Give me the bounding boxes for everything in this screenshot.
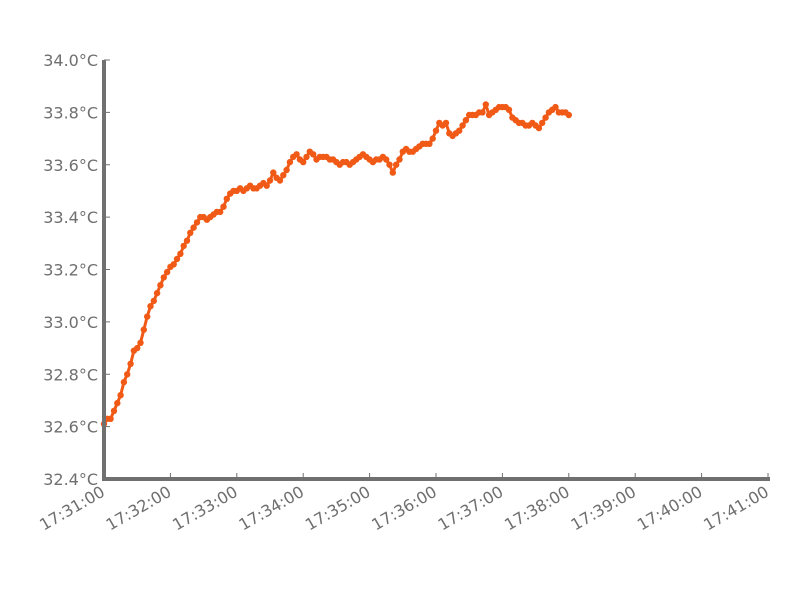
data-point <box>220 203 227 210</box>
data-point <box>163 268 171 276</box>
data-point <box>459 122 466 129</box>
plot-area <box>100 101 572 428</box>
data-point <box>310 151 317 158</box>
y-tick-label: 33.4°C <box>43 208 98 227</box>
data-point <box>150 297 157 305</box>
data-point <box>223 195 230 202</box>
data-point <box>552 103 559 111</box>
data-point <box>180 242 187 250</box>
x-tick-label: 17:34:00 <box>235 482 307 534</box>
y-tick-label: 32.4°C <box>43 470 98 489</box>
data-point <box>190 224 197 231</box>
y-tick-label: 33.8°C <box>43 103 98 122</box>
data-point <box>442 119 450 127</box>
data-point <box>280 172 287 179</box>
x-tick-label: 17:37:00 <box>435 482 507 534</box>
data-point <box>137 339 144 346</box>
data-point <box>482 101 489 108</box>
y-tick-label: 33.6°C <box>43 156 98 175</box>
x-axis-ticks: 17:31:0017:32:0017:33:0017:34:0017:35:00… <box>36 473 772 534</box>
x-tick-label: 17:38:00 <box>501 482 573 534</box>
y-axis-ticks: 32.4°C 32.6°C 32.8°C 33.0°C 33.2°C 33.4°C 33.6… <box>43 51 110 489</box>
y-tick-label: 34.0°C <box>43 51 98 70</box>
x-tick-label: 17:31:00 <box>36 482 108 534</box>
data-point <box>110 407 118 415</box>
data-point <box>303 153 310 161</box>
data-point <box>170 261 177 268</box>
data-point <box>107 415 114 422</box>
data-point <box>140 326 147 333</box>
data-point <box>193 219 201 226</box>
data-point <box>283 166 290 174</box>
data-point <box>127 360 134 367</box>
x-tick-label: 17:39:00 <box>567 482 639 534</box>
data-point <box>263 182 270 189</box>
data-point <box>535 124 543 132</box>
y-tick-label: 33.2°C <box>43 261 98 280</box>
data-point <box>153 289 161 297</box>
data-point <box>217 208 224 216</box>
y-tick-label: 32.6°C <box>43 418 98 437</box>
data-point <box>429 135 436 142</box>
data-point <box>157 282 164 289</box>
data-point <box>266 177 274 184</box>
data-point <box>120 378 128 386</box>
x-tick-label: 17:36:00 <box>368 482 440 534</box>
data-point <box>270 169 277 176</box>
data-point <box>114 399 121 407</box>
data-point <box>565 111 572 119</box>
data-point <box>386 161 393 168</box>
data-point <box>124 371 131 378</box>
data-point <box>383 156 390 163</box>
data-point <box>389 169 396 176</box>
data-point <box>542 114 549 121</box>
data-point <box>396 156 403 163</box>
data-point <box>276 177 284 184</box>
data-point <box>539 119 546 127</box>
data-point <box>505 106 513 114</box>
data-point <box>177 250 184 257</box>
data-point <box>426 140 433 147</box>
y-tick-label: 33.0°C <box>43 313 98 332</box>
x-tick-label: 17:40:00 <box>634 482 706 534</box>
y-tick-label: 32.8°C <box>43 365 98 384</box>
x-tick-label: 17:33:00 <box>169 482 241 534</box>
data-point <box>134 344 141 352</box>
data-point <box>479 109 486 116</box>
data-point <box>286 158 294 166</box>
data-point <box>462 117 470 124</box>
data-point <box>432 127 440 134</box>
data-point <box>183 237 191 244</box>
x-tick-label: 17:41:00 <box>700 482 772 534</box>
data-point <box>300 158 307 166</box>
data-point <box>144 313 151 320</box>
data-point <box>173 255 181 263</box>
x-tick-label: 17:32:00 <box>103 482 175 534</box>
data-point <box>393 161 400 168</box>
data-point <box>160 274 167 281</box>
x-tick-label: 17:35:00 <box>302 482 374 534</box>
data-point <box>117 392 124 399</box>
data-point <box>147 303 154 310</box>
data-point <box>293 151 300 158</box>
data-point <box>456 127 463 134</box>
data-point <box>187 229 194 236</box>
